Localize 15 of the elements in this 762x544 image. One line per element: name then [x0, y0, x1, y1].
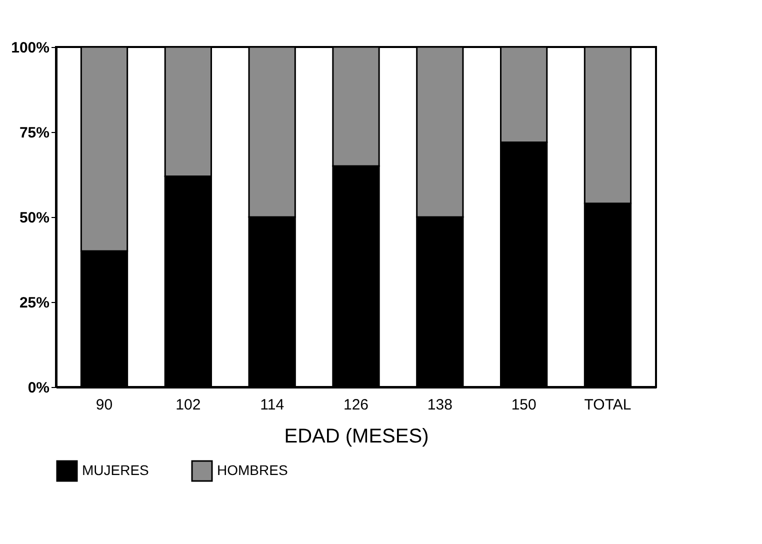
x-tick-label: 150 — [511, 396, 536, 414]
y-tick-label: 25% — [19, 294, 50, 312]
y-tick-label: 50% — [19, 210, 50, 226]
y-tick-label: 75% — [19, 124, 50, 142]
x-tick-label: TOTAL — [584, 396, 632, 414]
x-axis-title: EDAD (MESES) — [284, 426, 429, 448]
legend-label: HOMBRES — [217, 462, 288, 478]
y-tick-label: 0% — [28, 380, 50, 396]
x-tick-label: 114 — [260, 396, 284, 414]
legend-label: MUJERES — [82, 462, 149, 478]
x-tick-label: 138 — [427, 396, 452, 414]
y-tick-label: 100% — [11, 40, 50, 56]
x-tick-label: 90 — [96, 396, 113, 414]
x-tick-label: 126 — [343, 396, 369, 414]
x-tick-label: 102 — [176, 396, 201, 414]
